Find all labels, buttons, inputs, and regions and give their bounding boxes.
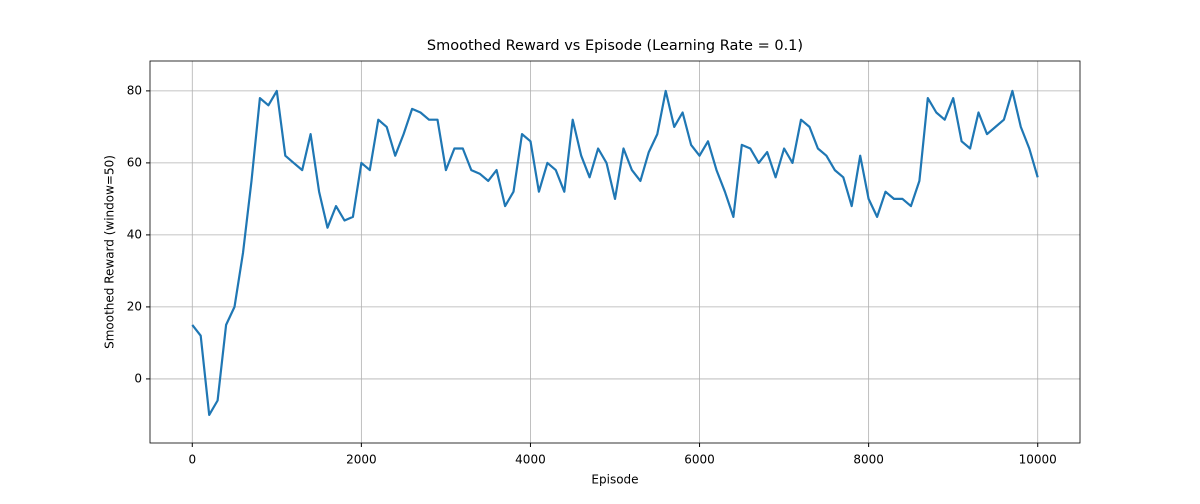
y-tick-label: 20	[127, 299, 142, 313]
y-axis-label: Smoothed Reward (window=50)	[103, 155, 117, 349]
y-tick-label: 0	[134, 371, 142, 385]
x-tick-label: 8000	[853, 453, 884, 467]
x-tick-label: 0	[188, 453, 196, 467]
y-tick-label: 40	[127, 227, 142, 241]
y-tick-label: 80	[127, 83, 142, 97]
chart-title: Smoothed Reward vs Episode (Learning Rat…	[427, 38, 803, 54]
x-tick-label: 4000	[515, 453, 546, 467]
x-axis-label: Episode	[591, 473, 638, 487]
plot-frame	[149, 60, 1081, 444]
x-tick-label: 2000	[346, 453, 377, 467]
data-line	[191, 89, 1039, 416]
x-tick-label: 10000	[1019, 453, 1057, 467]
x-tick-label: 6000	[684, 453, 715, 467]
y-tick-label: 60	[127, 155, 142, 169]
